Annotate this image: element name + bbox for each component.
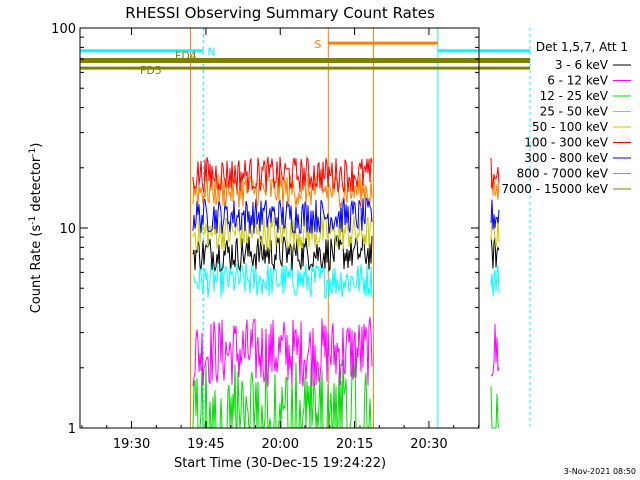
series-trace-300-800keV-2 xyxy=(490,199,500,230)
series-trace-25-50keV-1 xyxy=(192,261,373,299)
y-axis-label-end: ) xyxy=(29,143,44,148)
flag-label-s: S xyxy=(314,38,321,51)
legend-label-9: 7000 - 15000 keV xyxy=(501,182,608,196)
y-axis-label-mid: detector xyxy=(29,156,44,216)
y-tick-label-10: 10 xyxy=(59,222,76,237)
x-tick-label-20:00: 20:00 xyxy=(262,437,299,452)
legend-label-2: 6 - 12 keV xyxy=(547,74,609,88)
series-trace-25-50keV-2 xyxy=(490,265,500,296)
y-axis-label-sup2: -1 xyxy=(28,148,38,157)
series-trace-6-12keV-2 xyxy=(490,324,500,377)
legend-label-5: 50 - 100 keV xyxy=(532,120,609,134)
x-tick-label-20:30: 20:30 xyxy=(410,437,447,452)
x-tick-label-20:15: 20:15 xyxy=(336,437,373,452)
legend-label-3: 12 - 25 keV xyxy=(540,89,609,103)
y-tick-label-1: 1 xyxy=(68,422,76,437)
series-trace-12-25keV-2 xyxy=(490,386,500,429)
y-axis-label: Count Rate (s-1 detector-1) xyxy=(28,143,44,314)
axes: 19:30 19:45 20:00 20:15 20:30 1 10 100 xyxy=(51,22,480,452)
flag-label-n: N xyxy=(207,46,215,59)
x-tick-label-19:30: 19:30 xyxy=(113,437,150,452)
legend-label-1: 3 - 6 keV xyxy=(555,58,609,72)
footer-timestamp: 3-Nov-2021 08:50 xyxy=(564,467,636,476)
legend-title: Det 1,5,7, Att 1 xyxy=(536,40,628,54)
series-trace-100-300keV-1 xyxy=(192,156,373,193)
flag-label-fd5: FD5 xyxy=(140,64,162,77)
y-axis-label-main: Count Rate (s xyxy=(29,225,44,314)
series-trace-800-7000keV-1 xyxy=(192,171,373,209)
series-trace-6-12keV-1 xyxy=(192,317,373,387)
x-tick-label-19:45: 19:45 xyxy=(187,437,224,452)
legend-label-6: 100 - 300 keV xyxy=(524,136,608,150)
chart-title: RHESSI Observing Summary Count Rates xyxy=(125,4,435,22)
series-trace-3-6keV-1 xyxy=(192,235,373,273)
flag-label-fd4: FD4 xyxy=(175,49,197,62)
series-trace-300-800keV-1 xyxy=(192,196,373,234)
series-trace-100-300keV-2 xyxy=(490,157,500,189)
x-axis-label: Start Time (30-Dec-15 19:24:22) xyxy=(174,456,386,471)
legend-label-7: 300 - 800 keV xyxy=(524,151,608,165)
y-axis-label-sup1: -1 xyxy=(28,216,38,225)
series-trace-800-7000keV-2 xyxy=(490,173,500,200)
y-tick-label-100: 100 xyxy=(51,22,76,37)
legend-label-8: 800 - 7000 keV xyxy=(517,167,609,181)
plot-data-area: N S FD4 FD5 xyxy=(79,28,531,430)
legend-label-4: 25 - 50 keV xyxy=(540,105,609,119)
